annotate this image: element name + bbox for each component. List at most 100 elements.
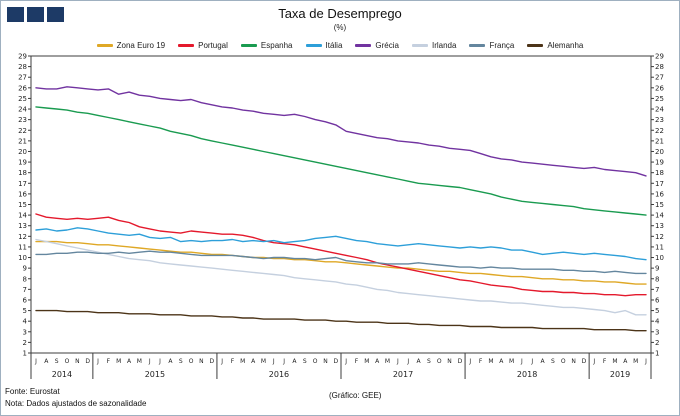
svg-text:S: S <box>179 358 183 365</box>
svg-text:21: 21 <box>655 137 664 145</box>
svg-text:M: M <box>509 358 514 365</box>
legend-swatch-icon <box>469 44 486 47</box>
svg-text:S: S <box>55 358 59 365</box>
svg-text:D: D <box>85 358 90 365</box>
chart-subtitle: (%) <box>333 23 347 32</box>
logo-square-icon <box>7 7 24 22</box>
svg-text:29: 29 <box>18 53 27 61</box>
svg-text:O: O <box>437 358 442 365</box>
svg-text:O: O <box>65 358 70 365</box>
svg-text:N: N <box>199 358 204 365</box>
svg-text:M: M <box>116 358 121 365</box>
svg-text:13: 13 <box>18 222 27 230</box>
svg-text:5: 5 <box>655 307 659 315</box>
svg-text:12: 12 <box>655 233 664 241</box>
svg-text:M: M <box>240 358 245 365</box>
legend-item: Portugal <box>178 41 228 50</box>
svg-text:29: 29 <box>655 53 664 61</box>
legend-label: Zona Euro 19 <box>116 41 166 50</box>
svg-text:12: 12 <box>18 233 27 241</box>
svg-text:J: J <box>530 358 533 365</box>
chart-title: Taxa de Desemprego <box>278 6 402 21</box>
footer-credit: (Gráfico: GEE) <box>329 391 382 400</box>
svg-text:J: J <box>96 358 99 365</box>
svg-text:A: A <box>375 358 380 365</box>
svg-text:M: M <box>261 358 266 365</box>
svg-text:D: D <box>582 358 587 365</box>
svg-text:24: 24 <box>18 106 27 114</box>
svg-text:J: J <box>468 358 471 365</box>
svg-text:23: 23 <box>18 116 27 124</box>
svg-text:2017: 2017 <box>393 370 413 379</box>
svg-text:1: 1 <box>23 350 27 358</box>
svg-text:A: A <box>168 358 173 365</box>
legend-label: Espanha <box>260 41 293 50</box>
svg-text:9: 9 <box>23 265 27 273</box>
legend-item: Alemanha <box>527 41 583 50</box>
legend-label: Portugal <box>198 41 228 50</box>
svg-text:S: S <box>427 358 431 365</box>
svg-text:4: 4 <box>23 318 28 326</box>
svg-text:6: 6 <box>655 296 660 304</box>
legend-item: Irlanda <box>411 41 457 50</box>
svg-text:J: J <box>34 358 37 365</box>
svg-text:N: N <box>447 358 452 365</box>
svg-text:F: F <box>231 358 235 365</box>
legend-swatch-icon <box>96 44 113 47</box>
svg-text:A: A <box>416 358 421 365</box>
legend-label: Grécia <box>375 41 399 50</box>
legend-item: Espanha <box>240 41 293 50</box>
svg-text:J: J <box>344 358 347 365</box>
svg-text:25: 25 <box>18 95 27 103</box>
legend-item: Grécia <box>355 41 399 50</box>
legend-item: Zona Euro 19 <box>96 41 166 50</box>
svg-text:M: M <box>385 358 390 365</box>
svg-text:O: O <box>561 358 566 365</box>
svg-text:J: J <box>520 358 523 365</box>
svg-text:15: 15 <box>18 201 27 209</box>
svg-text:2019: 2019 <box>610 370 630 379</box>
svg-text:16: 16 <box>655 190 664 198</box>
chart-legend: Zona Euro 19 Portugal Espanha Itália Grécia I… <box>1 41 679 50</box>
footer-source: Fonte: Eurostat <box>5 387 60 396</box>
svg-text:16: 16 <box>18 190 27 198</box>
legend-label: França <box>489 41 515 50</box>
legend-label: Irlanda <box>431 41 457 50</box>
svg-text:F: F <box>603 358 607 365</box>
svg-text:2: 2 <box>655 339 659 347</box>
svg-text:10: 10 <box>18 254 27 262</box>
svg-text:22: 22 <box>18 127 27 135</box>
svg-text:O: O <box>313 358 318 365</box>
svg-text:15: 15 <box>655 201 664 209</box>
logo-square-icon <box>27 7 44 22</box>
legend-swatch-icon <box>411 44 428 47</box>
svg-text:S: S <box>303 358 307 365</box>
svg-text:14: 14 <box>18 212 27 220</box>
svg-text:F: F <box>355 358 359 365</box>
svg-text:21: 21 <box>18 137 27 145</box>
svg-text:N: N <box>571 358 576 365</box>
logo <box>7 7 64 22</box>
svg-text:M: M <box>633 358 638 365</box>
svg-text:27: 27 <box>18 74 27 82</box>
svg-text:J: J <box>644 358 647 365</box>
legend-swatch-icon <box>305 44 322 47</box>
svg-text:J: J <box>406 358 409 365</box>
svg-text:26: 26 <box>655 84 664 92</box>
svg-text:J: J <box>220 358 223 365</box>
svg-text:S: S <box>551 358 555 365</box>
svg-text:M: M <box>137 358 142 365</box>
svg-text:20: 20 <box>655 148 664 156</box>
legend-label: Alemanha <box>547 41 584 50</box>
svg-text:6: 6 <box>23 296 28 304</box>
svg-text:26: 26 <box>18 84 27 92</box>
svg-text:1: 1 <box>655 350 659 358</box>
svg-text:2015: 2015 <box>145 370 165 379</box>
svg-text:5: 5 <box>23 307 27 315</box>
svg-text:9: 9 <box>655 265 659 273</box>
svg-text:24: 24 <box>655 106 664 114</box>
svg-text:11: 11 <box>18 243 27 251</box>
legend-swatch-icon <box>178 44 195 47</box>
svg-text:28: 28 <box>18 63 27 71</box>
